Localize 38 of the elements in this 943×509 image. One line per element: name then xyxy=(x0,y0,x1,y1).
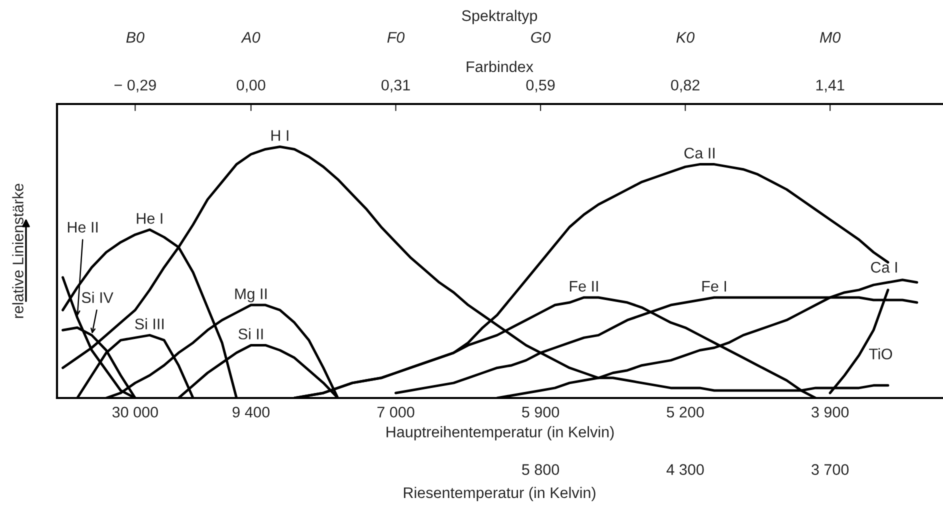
text: Riesentemperatur (in Kelvin) xyxy=(404,486,596,502)
text: 4 300 xyxy=(666,464,704,475)
x-tick-label: 7 000 xyxy=(377,406,414,418)
text: F0 xyxy=(387,32,405,43)
text: G0 xyxy=(531,32,551,43)
series-label: Ca II xyxy=(684,148,715,159)
text: He II xyxy=(68,222,98,233)
text: 0,59 xyxy=(526,80,555,92)
x-tick-label: 30 000 xyxy=(112,406,158,418)
text: A0 xyxy=(240,32,260,43)
series-label: TiO xyxy=(869,348,892,360)
text: 3 700 xyxy=(812,464,849,475)
text: Farbindex xyxy=(466,60,534,72)
series-label: H I xyxy=(271,130,288,141)
text: 1,41 xyxy=(816,80,844,92)
y-axis-title: relative Linienstärke xyxy=(12,184,24,318)
text: 5 800 xyxy=(522,464,560,475)
text: 0,31 xyxy=(381,80,410,92)
text: 0,82 xyxy=(671,80,700,92)
text: − 0,29 xyxy=(114,80,156,92)
series-label: Mg II xyxy=(235,288,267,302)
x-tick-label: 3 900 xyxy=(812,406,849,418)
series-label: Si IV xyxy=(82,292,114,303)
text: K0 xyxy=(676,32,695,43)
series-label: Fe II xyxy=(570,281,598,292)
chart-title: Spektraltyp xyxy=(462,10,538,24)
text: M0 xyxy=(820,32,841,43)
series-label: Si III xyxy=(135,318,164,330)
series-label: Ca I xyxy=(871,262,897,273)
series-label: Fe I xyxy=(702,281,726,292)
series-label: He I xyxy=(136,213,162,224)
text: B0 xyxy=(126,32,144,43)
x-tick-label: 9 400 xyxy=(232,406,270,418)
x-tick-label: 5 900 xyxy=(522,406,560,418)
x-tick-label: 5 200 xyxy=(666,406,704,418)
series-label: Si II xyxy=(238,328,263,340)
x-axis-title: Hauptreihentemperatur (in Kelvin) xyxy=(386,426,614,440)
text: 0,00 xyxy=(236,80,266,92)
